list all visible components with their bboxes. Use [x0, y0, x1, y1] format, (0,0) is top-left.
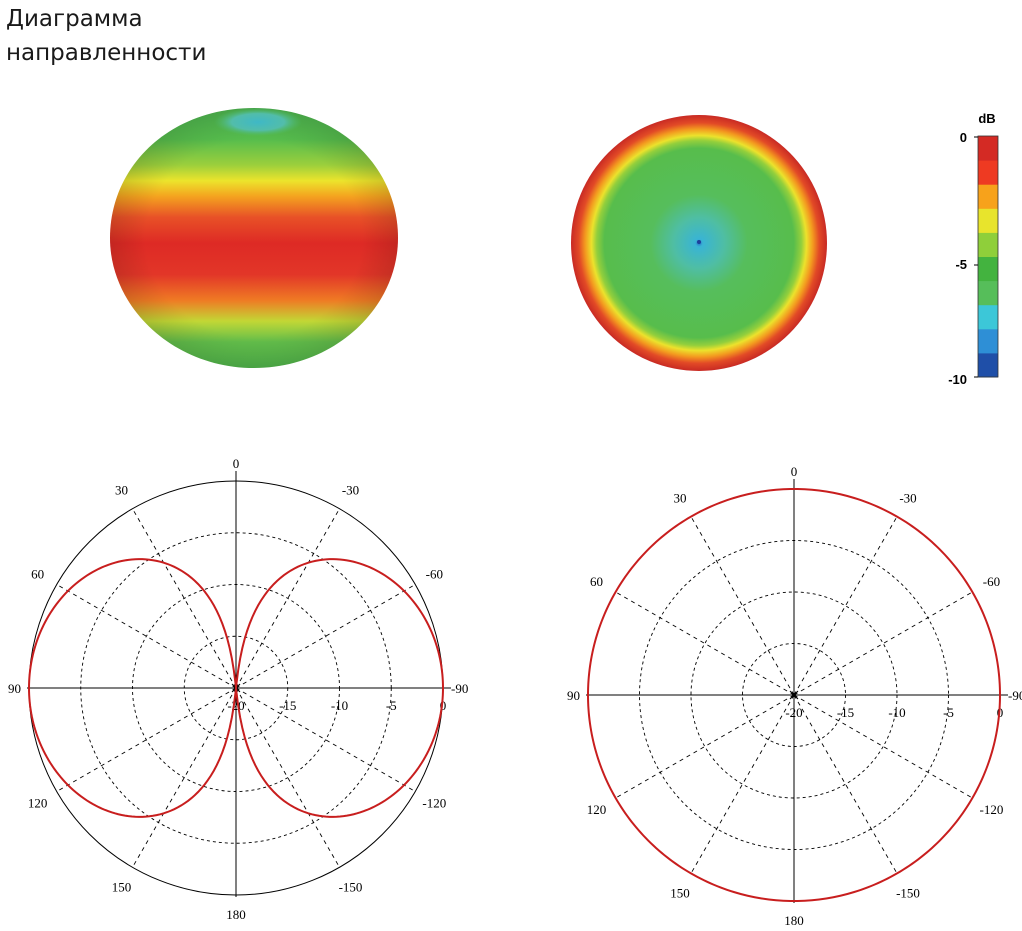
polar-angle-label: 90 [8, 681, 21, 696]
polar-grid-spoke [56, 584, 237, 689]
colorbar-label-minus5: -5 [955, 257, 967, 272]
colorbar-swatch [978, 328, 998, 354]
sphere-shading [110, 108, 398, 368]
polar-angle-label: 150 [670, 885, 690, 900]
polar-grid-spoke [793, 694, 898, 874]
polar-radial-label: -20 [785, 705, 802, 720]
colorbar-swatch [978, 160, 998, 185]
polar-angle-label: 180 [784, 913, 804, 928]
polar-grid-spoke [132, 508, 237, 689]
polar-angle-label: -30 [899, 491, 916, 506]
polar-radial-label: -10 [888, 705, 905, 720]
colorbar-swatch [978, 280, 998, 306]
polar-angle-label: 0 [791, 464, 798, 479]
polar-angle-label: -90 [451, 681, 468, 696]
colorbar-swatch [978, 304, 998, 330]
polar-radial-label: 0 [440, 698, 447, 713]
polar-angle-label: -120 [422, 796, 446, 811]
polar-grid-spoke [793, 516, 898, 696]
polar-angle-label: 0 [233, 456, 240, 471]
polar-center-marker [789, 690, 799, 700]
pattern-top-view [571, 115, 827, 371]
polar-grid-spoke [235, 584, 416, 689]
polar-angle-label: 120 [587, 802, 607, 817]
polar-angle-label: 120 [28, 796, 48, 811]
colorbar-label-0: 0 [960, 130, 967, 145]
polar-radial-label: -15 [279, 698, 296, 713]
polar-grid-spoke [615, 591, 795, 696]
polar-radial-label: -15 [837, 705, 854, 720]
page-title: Диаграмма направленности [6, 6, 207, 66]
colorbar-unit: dB [978, 111, 995, 126]
colorbar: dB 0 -5 -10 [948, 111, 999, 387]
polar-grid-spoke [56, 687, 237, 792]
colorbar-label-minus10: -10 [948, 372, 967, 387]
polar-angle-label: -90 [1008, 688, 1022, 703]
polar-angle-label: 90 [567, 688, 580, 703]
colorbar-swatch [978, 256, 998, 282]
polar-grid-spoke [132, 687, 237, 868]
azimuth-pattern: 0 30 -30 60 -60 90 -90 120 -120 150 -150 180 -20 -15 -… [567, 464, 1022, 928]
polar-angle-label: 150 [112, 879, 132, 894]
polar-angle-label: 180 [226, 907, 246, 922]
polar-grid-spoke [235, 687, 340, 868]
sphere-top-null [214, 108, 302, 136]
polar-grid-spoke [690, 516, 795, 696]
top-view-center-dot [697, 240, 701, 244]
polar-angle-label: -60 [426, 567, 443, 582]
polar-radial-label: -5 [943, 705, 954, 720]
polar-grid-spoke [793, 694, 973, 799]
colorbar-frame [977, 135, 999, 378]
polar-angle-label: -150 [339, 879, 363, 894]
polar-grid-spoke [793, 591, 973, 696]
polar-angle-label: -120 [980, 802, 1004, 817]
polar-grid-spoke [235, 687, 416, 792]
pattern-3d-sphere [110, 108, 398, 368]
polar-angle-label: 60 [31, 567, 44, 582]
elevation-pattern: 0 30 -30 60 -60 90 -90 120 -120 150 -150 180 -20 -15 -… [8, 456, 468, 922]
polar-grid-spoke [690, 694, 795, 874]
colorbar-swatch [978, 208, 998, 233]
polar-angle-label: 30 [674, 491, 687, 506]
colorbar-swatch [978, 352, 998, 378]
polar-angle-label: 60 [590, 574, 603, 589]
polar-angle-label: -60 [983, 574, 1000, 589]
polar-angle-label: -150 [896, 885, 920, 900]
colorbar-swatch [978, 136, 998, 161]
polar-grid-spoke [235, 508, 340, 689]
polar-grid-spoke [615, 694, 795, 799]
polar-radial-label: -20 [227, 698, 244, 713]
polar-radial-label: -5 [386, 698, 397, 713]
polar-radial-label: -10 [331, 698, 348, 713]
colorbar-swatches [978, 136, 998, 378]
polar-angle-label: -30 [342, 483, 359, 498]
polar-angle-label: 30 [115, 483, 128, 498]
colorbar-swatch [978, 232, 998, 257]
colorbar-swatch [978, 184, 998, 209]
